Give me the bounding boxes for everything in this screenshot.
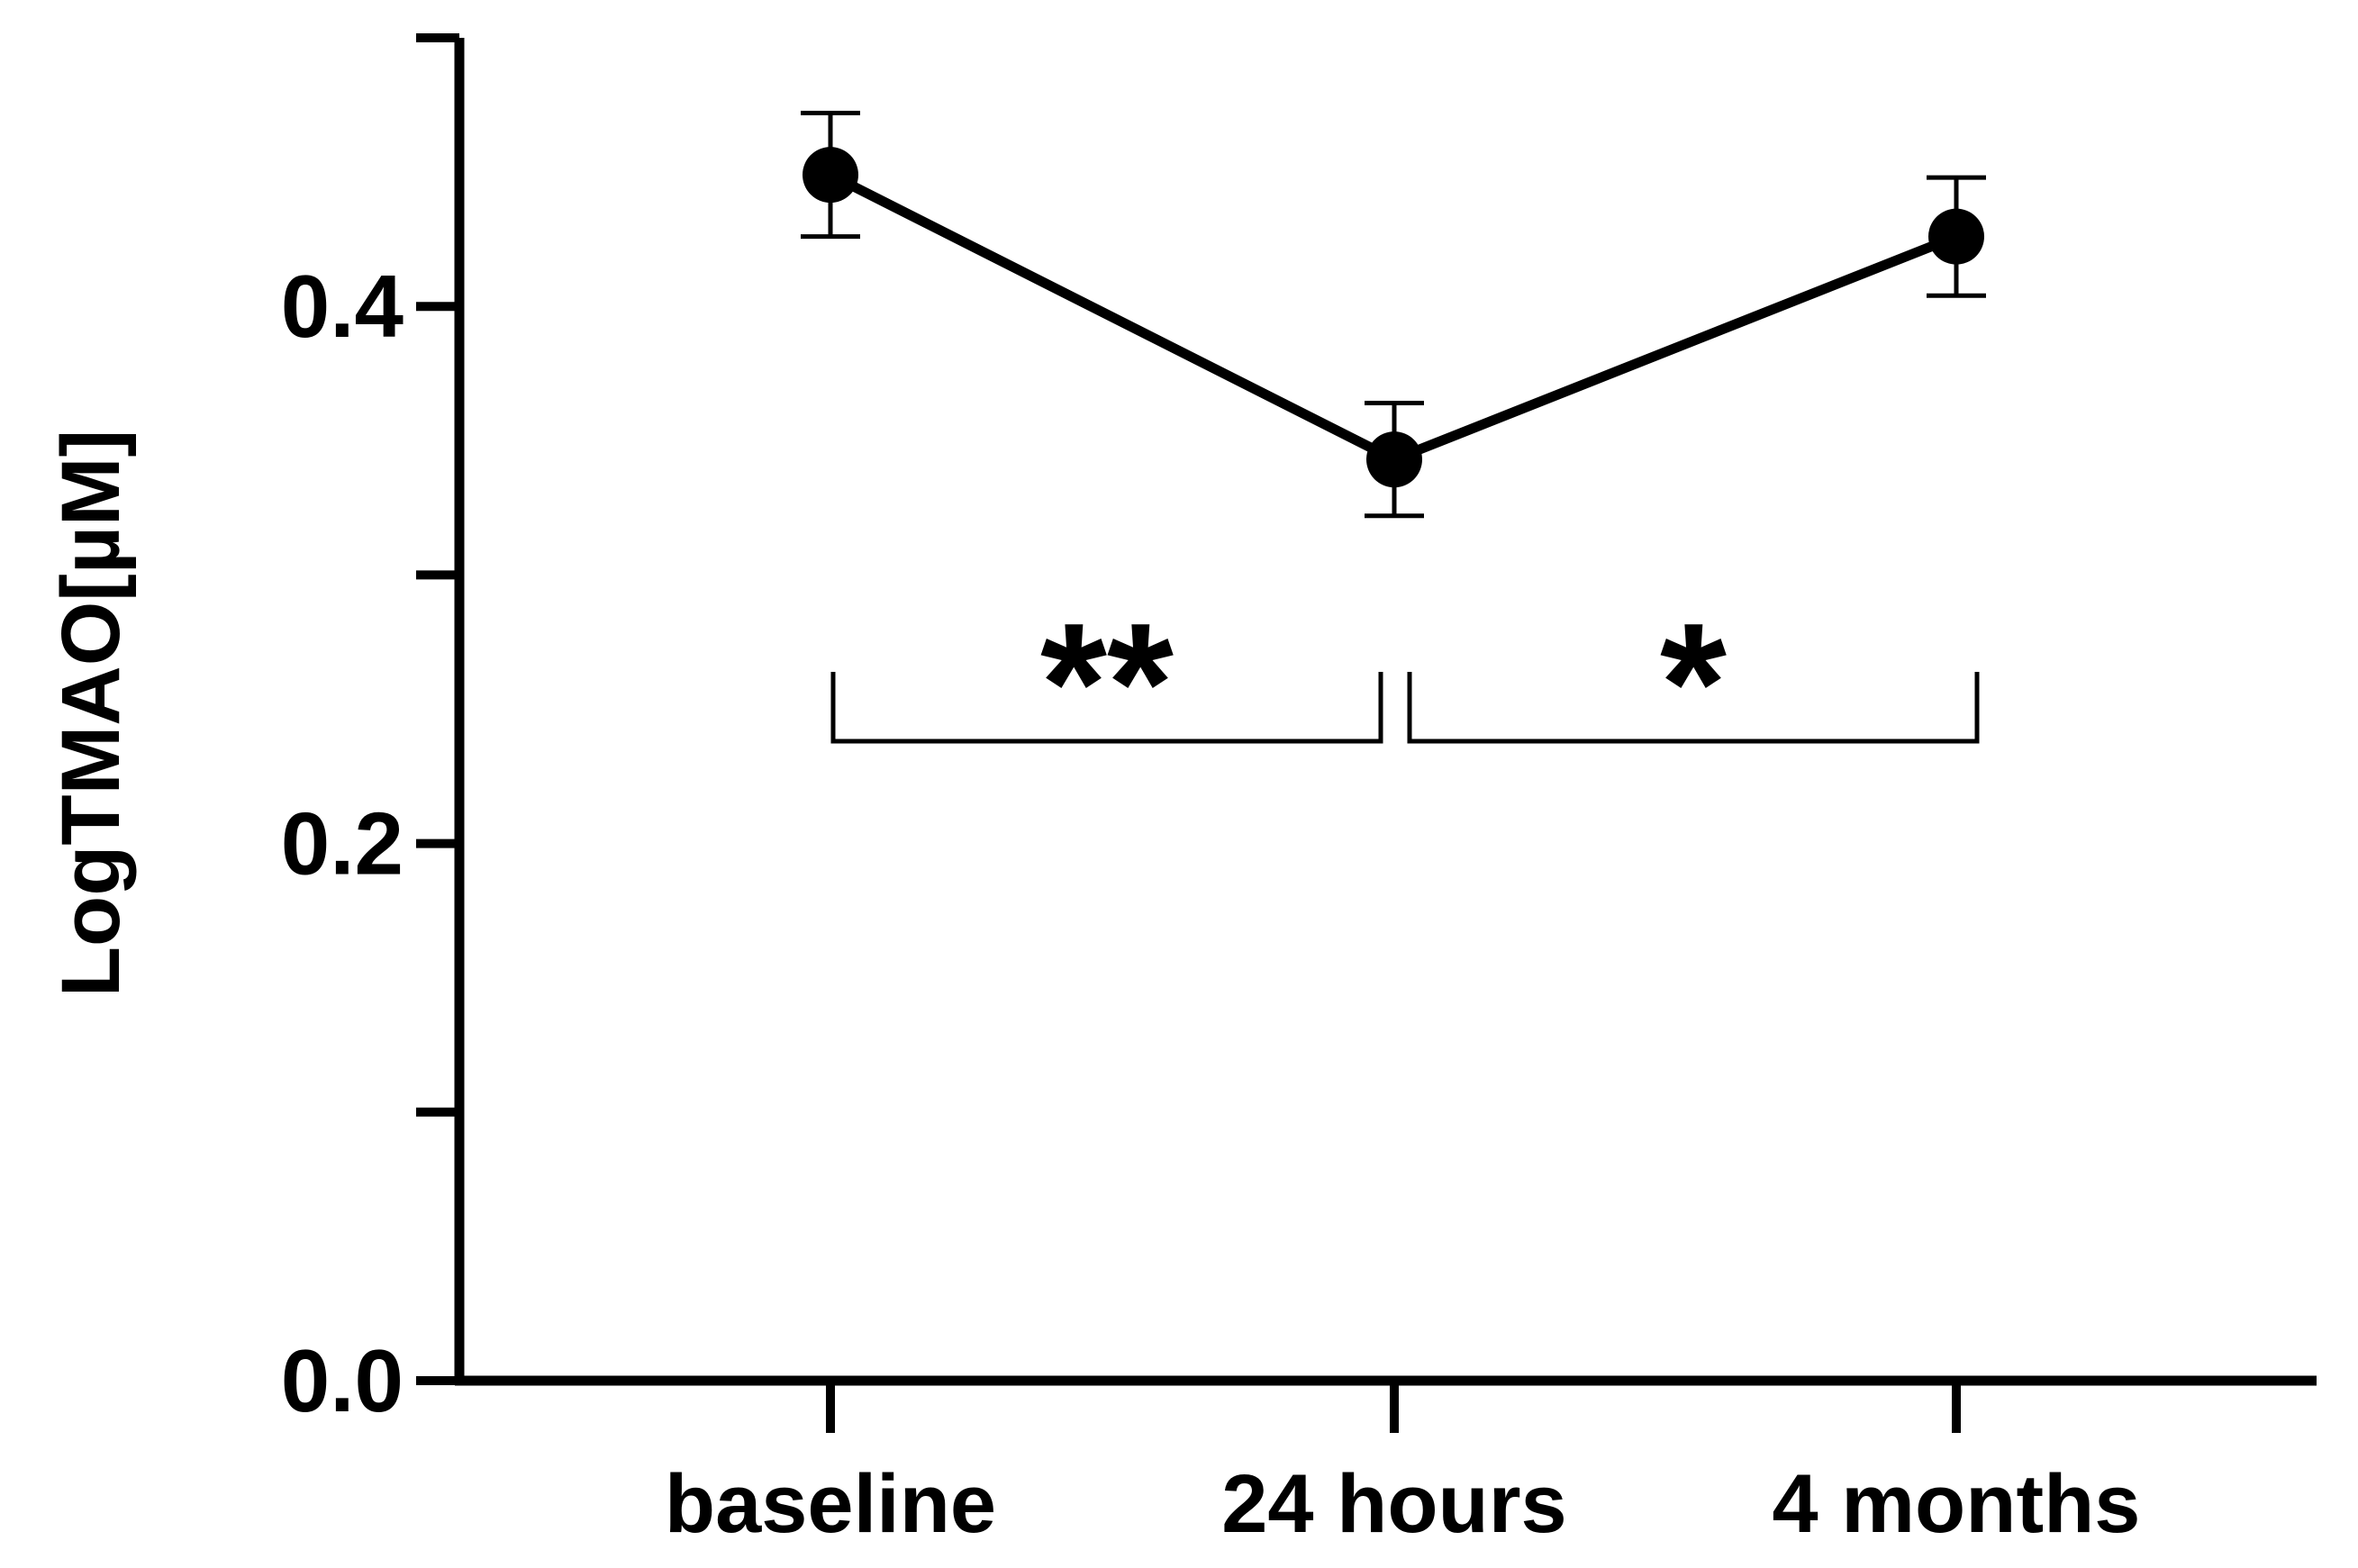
y-axis-label: LogTMAO[µM] — [45, 430, 137, 997]
significance-label: ** — [1040, 588, 1174, 779]
significance-brackets: ** * — [830, 588, 1980, 779]
axes: 0.0 0.2 0.4 baseline 24 hours 4 months — [281, 33, 2317, 1550]
y-tick-label: 0.2 — [281, 794, 404, 893]
data-point — [1928, 208, 1984, 265]
series — [801, 110, 1986, 519]
significance-label: * — [1660, 588, 1727, 779]
significance-bracket — [1407, 672, 1980, 744]
significance-bracket — [830, 672, 1383, 744]
y-tick-label: 0.4 — [281, 257, 404, 356]
data-point — [1366, 431, 1422, 488]
data-point — [803, 147, 858, 204]
x-tick-label: 4 months — [1773, 1458, 2141, 1550]
x-tick-label: 24 hours — [1221, 1458, 1566, 1550]
x-tick-label: baseline — [665, 1458, 996, 1550]
y-tick-label: 0.0 — [281, 1331, 404, 1430]
